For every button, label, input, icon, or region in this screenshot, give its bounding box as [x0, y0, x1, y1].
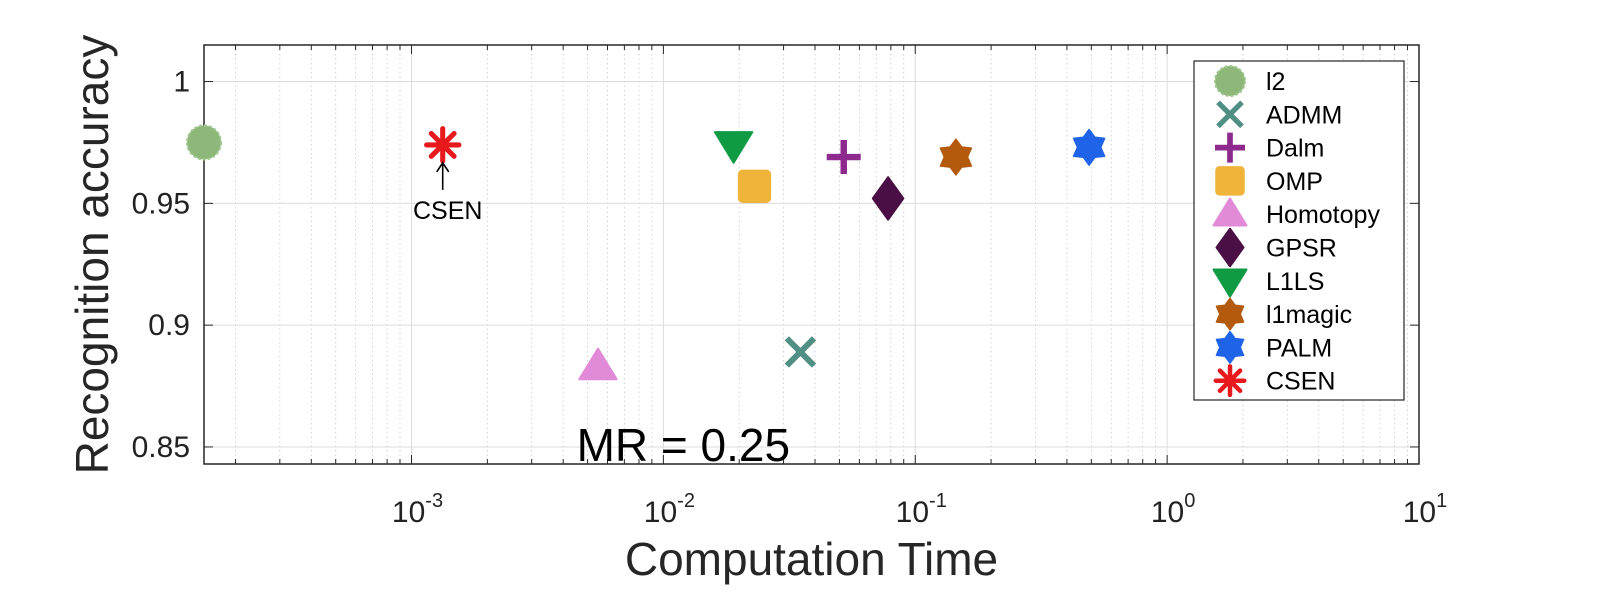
callout-label: CSEN	[413, 197, 482, 225]
legend-marker-csen	[1213, 364, 1247, 398]
legend-item: Dalm	[1215, 132, 1324, 163]
y-tick-label: 0.85	[132, 431, 190, 464]
legend-label: ADMM	[1266, 101, 1342, 129]
x-tick-exponent: -2	[677, 490, 695, 512]
legend: l2 ADMM Dalm OMP Homotopy GPSR L1LS l1magic PALM…	[1193, 60, 1405, 401]
point-l2	[186, 124, 222, 161]
legend-item: L1LS	[1212, 268, 1324, 298]
x-tick-exponent: -3	[425, 490, 443, 512]
legend-label: OMP	[1266, 168, 1323, 196]
legend-label: Dalm	[1266, 135, 1324, 163]
point-csen	[424, 126, 462, 164]
point-homotopy	[578, 347, 618, 381]
legend-label: l2	[1266, 68, 1285, 96]
point-omp	[737, 169, 772, 203]
legend-marker-l1magic	[1215, 297, 1245, 331]
mr-annotation: MR = 0.25	[577, 419, 791, 471]
legend-marker-palm	[1215, 330, 1245, 364]
x-tick-label: 100	[1151, 490, 1196, 529]
legend-item: ADMM	[1216, 100, 1342, 129]
legend-item: Homotopy	[1212, 197, 1380, 229]
x-tick-exponent: -1	[929, 490, 947, 512]
data-points	[186, 124, 1106, 381]
legend-marker-dalm	[1215, 132, 1245, 163]
legend-label: GPSR	[1266, 235, 1337, 263]
point-gpsr	[871, 176, 905, 221]
y-tick-label: 0.95	[132, 187, 190, 220]
legend-marker-admm	[1216, 100, 1244, 129]
legend-marker-l1ls	[1212, 268, 1248, 298]
point-palm	[1072, 128, 1106, 166]
legend-label: l1magic	[1266, 301, 1352, 329]
plot-frame	[203, 44, 1420, 465]
y-tick-labels: 0.85 0.9 0.95 1	[132, 66, 190, 464]
legend-marker-homotopy	[1212, 197, 1248, 227]
x-tick-labels: 10-3 10-2 10-1 100 101	[392, 490, 1447, 529]
point-l1ls	[713, 131, 754, 164]
y-tick-label: 0.9	[148, 309, 190, 342]
legend-label: L1LS	[1266, 268, 1324, 296]
legend-item: l2	[1214, 65, 1285, 97]
x-tick-exponent: 0	[1184, 490, 1195, 512]
x-axis-label: Computation Time	[625, 533, 998, 585]
x-tick-exponent: 1	[1436, 490, 1447, 512]
legend-label: PALM	[1266, 334, 1332, 362]
legend-label: Homotopy	[1266, 201, 1380, 229]
callout-arrowhead	[436, 161, 450, 173]
y-axis-label: Recognition accuracy	[66, 35, 118, 475]
point-admm	[784, 336, 817, 368]
legend-item: PALM	[1215, 330, 1332, 364]
legend-item: OMP	[1215, 166, 1323, 196]
point-dalm	[826, 140, 861, 175]
legend-marker-gpsr	[1215, 227, 1245, 268]
legend-item: GPSR	[1215, 227, 1337, 268]
legend-item: CSEN	[1213, 364, 1335, 398]
csen-callout: CSEN	[413, 161, 482, 225]
x-tick-label: 10-2	[644, 490, 695, 529]
legend-label: CSEN	[1266, 368, 1335, 396]
legend-marker-l2	[1214, 65, 1246, 97]
legend-item: l1magic	[1215, 297, 1352, 331]
legend-marker-omp	[1215, 166, 1245, 196]
point-l1magic	[939, 138, 973, 176]
y-tick-label: 1	[173, 66, 190, 99]
